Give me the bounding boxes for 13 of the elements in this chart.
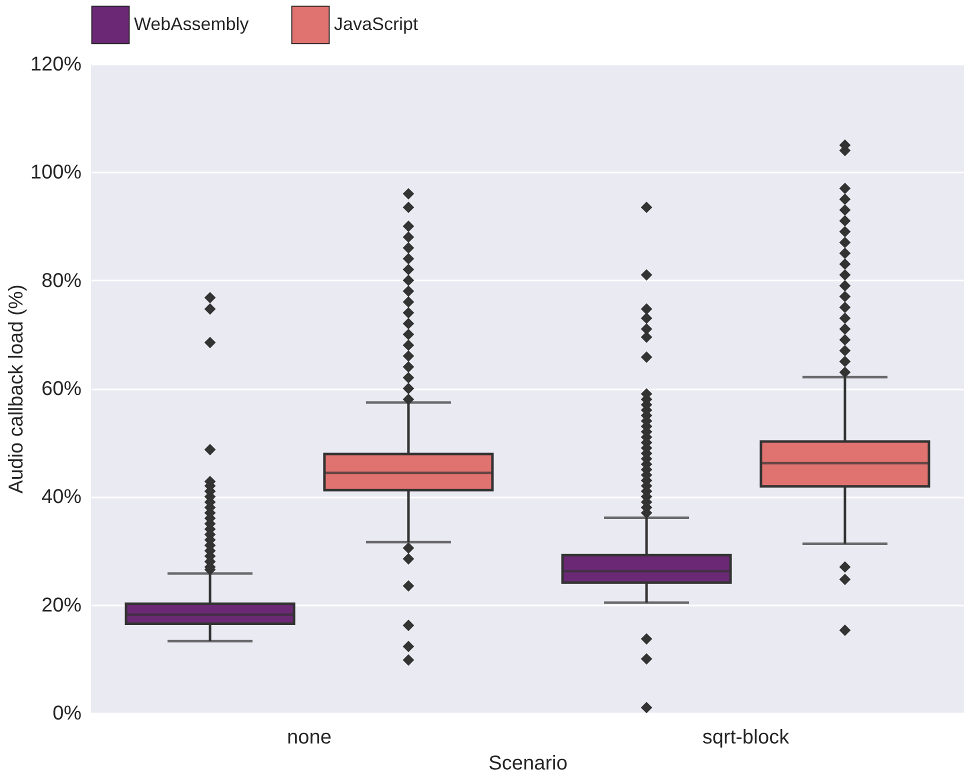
legend-label: JavaScript xyxy=(334,14,418,34)
y-tick-label: 100% xyxy=(30,162,82,184)
y-tick-label: 120% xyxy=(30,54,82,76)
y-axis-title: Audio callback load (%) xyxy=(5,284,28,494)
x-tick-label: sqrt-block xyxy=(702,726,790,748)
x-axis-title: Scenario xyxy=(488,752,568,774)
x-tick-label: none xyxy=(287,726,332,748)
y-tick-label: 40% xyxy=(41,486,82,508)
y-tick-label: 20% xyxy=(41,594,82,616)
y-tick-label: 80% xyxy=(41,270,82,292)
legend-label: WebAssembly xyxy=(134,14,249,34)
y-tick-label: 60% xyxy=(41,378,82,400)
y-tick-label: 0% xyxy=(52,702,82,724)
